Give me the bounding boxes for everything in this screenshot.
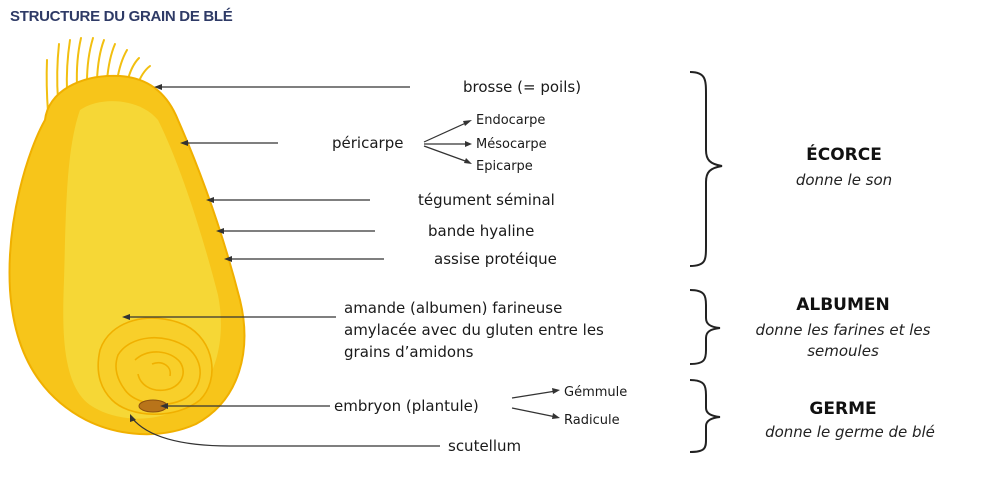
label-amande-line1: amande (albumen) farineuse xyxy=(344,299,562,317)
brace-ecorce xyxy=(689,71,723,267)
group-germe-desc: donne le germe de blé xyxy=(765,423,935,441)
arrow-pericarpe xyxy=(180,140,278,146)
arrow-scutellum xyxy=(130,414,440,447)
group-albumen-desc-line2: semoules xyxy=(807,342,879,360)
fan-embryon xyxy=(511,388,560,419)
label-radicule: Radicule xyxy=(564,413,620,428)
group-albumen-desc-line1: donne les farines et les xyxy=(756,321,931,339)
arrow-bande xyxy=(216,228,375,234)
arrow-tegument xyxy=(206,197,370,203)
label-assise: assise protéique xyxy=(434,250,557,268)
fan-pericarpe xyxy=(423,120,472,164)
label-mesocarpe: Mésocarpe xyxy=(476,137,547,152)
pointer-lines xyxy=(122,84,560,447)
group-germe-title: GERME xyxy=(809,399,876,419)
label-endocarpe: Endocarpe xyxy=(476,113,545,128)
label-bande: bande hyaline xyxy=(428,222,534,240)
label-epicarpe: Epicarpe xyxy=(476,159,533,174)
label-scutellum: scutellum xyxy=(448,437,521,455)
wheat-grain-illustration xyxy=(8,37,246,436)
group-albumen-title: ALBUMEN xyxy=(796,295,890,315)
label-embryon: embryon (plantule) xyxy=(334,397,479,415)
label-pericarpe: péricarpe xyxy=(332,134,403,152)
label-gemmule: Gémmule xyxy=(564,385,627,400)
arrow-assise xyxy=(224,256,384,262)
arrow-embryon xyxy=(160,403,330,409)
label-amande-line3: grains d’amidons xyxy=(344,343,474,361)
arrow-amande xyxy=(122,314,336,320)
label-tegument: tégument séminal xyxy=(418,191,555,209)
arrow-brosse xyxy=(154,84,410,90)
page-title: STRUCTURE DU GRAIN DE BLÉ xyxy=(10,8,233,25)
brace-germe xyxy=(689,379,721,453)
group-ecorce-title: ÉCORCE xyxy=(806,143,882,165)
embryo-region xyxy=(97,317,213,415)
group-ecorce-desc: donne le son xyxy=(796,171,892,189)
label-brosse: brosse (= poils) xyxy=(463,78,581,96)
label-amande-line2: amylacée avec du gluten entre les xyxy=(344,321,604,339)
brace-albumen xyxy=(689,289,721,365)
